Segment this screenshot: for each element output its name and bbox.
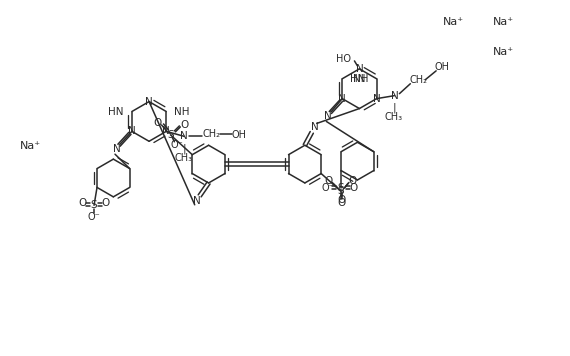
Text: O: O	[102, 198, 110, 208]
Text: O: O	[78, 198, 86, 208]
Text: S: S	[338, 183, 344, 193]
Text: OH: OH	[231, 130, 246, 140]
Text: N: N	[311, 122, 319, 132]
Text: HN: HN	[350, 74, 366, 84]
Text: HN: HN	[108, 106, 124, 116]
Text: S: S	[91, 200, 97, 210]
Text: NH: NH	[174, 106, 190, 116]
Text: N: N	[324, 111, 332, 121]
Text: OH: OH	[434, 62, 450, 72]
Text: N: N	[145, 96, 153, 106]
Text: O: O	[349, 177, 357, 187]
Text: CH₂: CH₂	[203, 129, 221, 139]
Text: CH₂: CH₂	[409, 75, 428, 85]
Text: CH₃: CH₃	[384, 112, 402, 122]
Text: N: N	[373, 94, 381, 104]
Text: N: N	[162, 126, 170, 136]
Text: S: S	[167, 130, 174, 140]
Text: N: N	[128, 126, 136, 136]
Text: N: N	[390, 91, 398, 101]
Text: HO: HO	[336, 54, 352, 64]
Text: N: N	[339, 94, 346, 104]
Text: N: N	[193, 196, 201, 206]
Text: S: S	[337, 187, 344, 197]
Text: N: N	[356, 64, 363, 74]
Text: Na⁺: Na⁺	[19, 141, 40, 151]
Text: N: N	[113, 144, 121, 154]
Text: O⁻: O⁻	[88, 212, 100, 222]
Text: O⁻: O⁻	[170, 140, 183, 150]
Text: O: O	[180, 120, 189, 130]
Text: N: N	[180, 131, 188, 141]
Text: NH: NH	[353, 74, 369, 84]
Text: CH₃: CH₃	[174, 153, 192, 163]
Text: O⁻: O⁻	[322, 183, 335, 193]
Text: Na⁺: Na⁺	[492, 47, 514, 57]
Text: Na⁺: Na⁺	[443, 17, 464, 27]
Text: O: O	[324, 177, 332, 187]
Text: Na⁺: Na⁺	[492, 17, 514, 27]
Text: O: O	[349, 183, 357, 193]
Text: |: |	[182, 144, 186, 155]
Text: |: |	[393, 102, 396, 113]
Text: O: O	[337, 195, 345, 205]
Text: O: O	[337, 198, 345, 208]
Text: O: O	[153, 118, 162, 128]
